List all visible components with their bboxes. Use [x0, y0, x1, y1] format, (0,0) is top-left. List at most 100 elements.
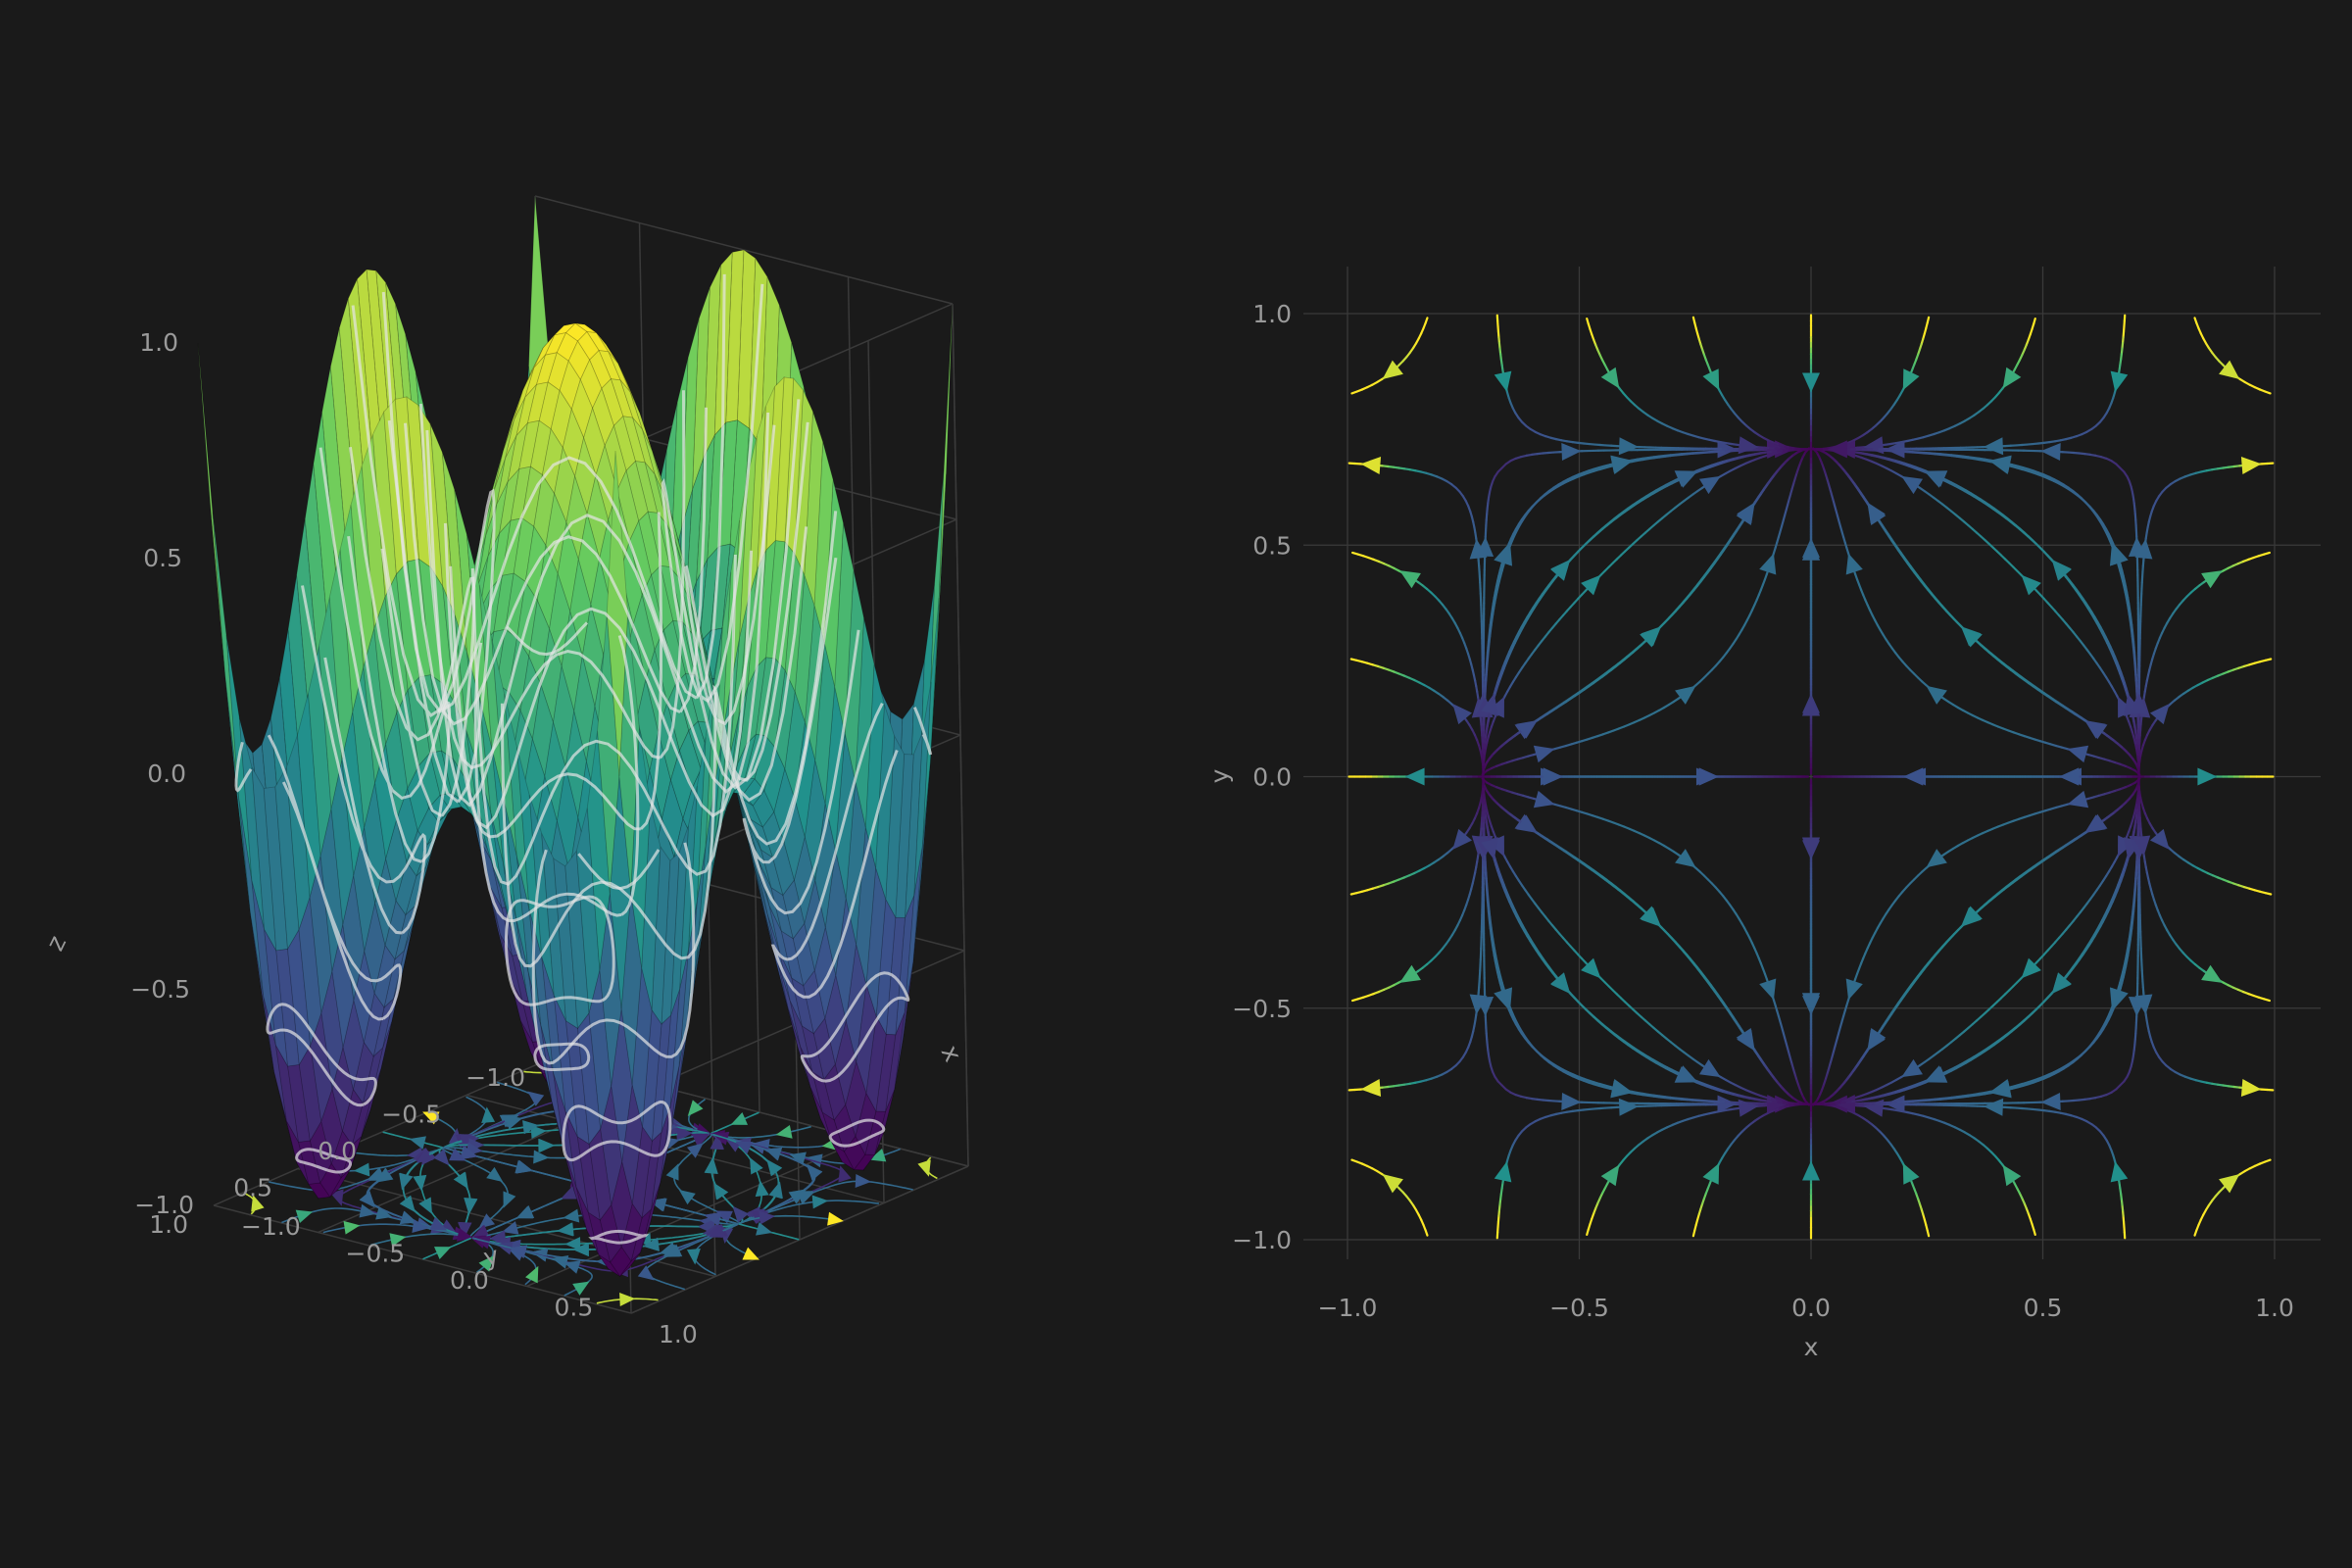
- floor-stream-arrow: [502, 1221, 519, 1235]
- stream-arrow: [1802, 540, 1820, 561]
- stream-arrow: [1759, 978, 1777, 1001]
- y-tick-label-3d: 0.5: [233, 1174, 272, 1202]
- stream-arrow: [1802, 993, 1820, 1013]
- floor-stream-arrow: [768, 1181, 782, 1200]
- stream-arrow: [1533, 745, 1555, 763]
- x-axis-label-3d: x: [936, 1041, 968, 1066]
- floor-stream-arrow: [454, 1172, 468, 1190]
- floor-stream-arrow: [343, 1220, 361, 1235]
- floor-stream-arrow: [515, 1159, 533, 1174]
- stream-arrow: [1516, 719, 1538, 739]
- floor-stream-arrow: [775, 1124, 793, 1139]
- axis3d-gridline: [952, 303, 969, 1167]
- stream-arrow: [1699, 475, 1721, 495]
- floor-stream-arrow: [730, 1111, 749, 1125]
- floor-stream-arrow: [399, 1173, 413, 1191]
- floor-stream-arrow: [433, 1149, 450, 1166]
- floor-streamline: [739, 1214, 842, 1224]
- floor-stream-arrow: [643, 1237, 660, 1251]
- floor-stream-arrow: [733, 1205, 749, 1223]
- floor-stream-arrow: [558, 1222, 574, 1237]
- floor-stream-arrow: [564, 1237, 581, 1251]
- floor-stream-arrow: [413, 1174, 427, 1192]
- floor-stream-arrow: [251, 1195, 265, 1212]
- x-tick-label-3d: −1.0: [241, 1212, 301, 1241]
- z-tick-label: 1.0: [139, 328, 178, 357]
- floor-stream-arrow: [464, 1198, 478, 1214]
- floor-stream-arrow: [676, 1127, 694, 1142]
- floor-stream-arrow: [827, 1211, 844, 1226]
- floor-stream-arrow: [478, 1213, 496, 1229]
- stream-arrow: [1404, 767, 1425, 786]
- floor-stream-arrow: [353, 1162, 370, 1177]
- floor-stream-arrow: [756, 1222, 773, 1236]
- floor-stream-arrow: [422, 1111, 440, 1125]
- floor-stream-arrow: [755, 1180, 769, 1198]
- floor-stream-arrow: [539, 1139, 556, 1153]
- y-tick-label-3d: 1.0: [149, 1210, 188, 1239]
- z-axis-label-3d: z: [40, 931, 72, 956]
- floor-stream-arrow: [713, 1183, 729, 1200]
- stream-arrow: [1675, 1065, 1697, 1082]
- floor-stream-arrow: [505, 1115, 522, 1130]
- floor-stream-arrow: [458, 1222, 472, 1239]
- stream-arrow: [1516, 814, 1538, 834]
- floor-stream-arrow: [735, 1141, 753, 1154]
- floor-stream-arrow: [749, 1157, 763, 1175]
- floor-stream-arrow: [563, 1208, 580, 1223]
- z-tick-label: −0.5: [130, 975, 190, 1004]
- floor-stream-arrow: [917, 1159, 931, 1177]
- floor-stream-arrow: [664, 1244, 683, 1257]
- floor-stream-arrow: [619, 1292, 636, 1306]
- floor-stream-arrow: [530, 1125, 547, 1139]
- floor-stream-arrow: [572, 1281, 590, 1296]
- floor-stream-arrow: [481, 1106, 496, 1123]
- stream-arrow: [1702, 368, 1720, 391]
- floor-stream-arrow: [710, 1133, 724, 1151]
- stream-arrow: [1610, 1078, 1633, 1097]
- streamline-segment: [1349, 892, 1358, 896]
- streamline-segment: [1350, 1158, 1358, 1163]
- streamline-segment: [1349, 658, 1358, 662]
- floor-stream-arrow: [449, 1148, 466, 1161]
- stream-arrow: [1737, 1029, 1755, 1052]
- streamplot-panel: −1.0 −0.5 0.0 0.5 1.0−1.0−0.50.00.51.0 x y: [1205, 267, 2321, 1361]
- floor-stream-arrow: [766, 1159, 783, 1177]
- stream-arrow: [1494, 370, 1512, 393]
- floor-stream-arrow: [533, 1150, 550, 1164]
- stream-arrow: [1399, 570, 1421, 589]
- axis3d-gridline: [213, 1204, 632, 1314]
- stream-arrow: [1610, 457, 1633, 475]
- floor-stream-arrow: [637, 1265, 655, 1281]
- floor-stream-arrow: [389, 1233, 407, 1248]
- floor-stream-arrow: [838, 1165, 852, 1183]
- y-tick-label-3d: −1.0: [466, 1063, 525, 1092]
- y-tick-label-3d: 0.0: [318, 1137, 357, 1165]
- floor-stream-arrow: [692, 1134, 710, 1148]
- x-tick-label-3d: 1.0: [659, 1320, 698, 1348]
- stream-arrow: [1600, 367, 1620, 389]
- floor-stream-arrow: [522, 1120, 540, 1135]
- floor-stream-arrow: [375, 1167, 393, 1183]
- stream-arrow: [1802, 837, 1820, 858]
- floor-stream-arrow: [418, 1197, 433, 1214]
- floor-stream-arrow: [686, 1143, 704, 1158]
- floor-stream-arrow: [461, 1146, 478, 1160]
- y-tick-label-3d: −0.5: [381, 1101, 441, 1129]
- surface-plot: [197, 195, 954, 1277]
- floor-stream-arrow: [764, 1147, 783, 1161]
- floor-stream-arrow: [330, 1189, 344, 1206]
- z-tick-label: 0.5: [143, 544, 182, 572]
- stream-arrow: [1360, 1079, 1382, 1097]
- stream-arrow: [1902, 1162, 1920, 1185]
- floor-stream-arrow: [412, 1219, 429, 1233]
- streamline-segment: [1350, 390, 1358, 395]
- floor-stream-arrow: [687, 1100, 704, 1117]
- floor-stream-arrow: [416, 1149, 433, 1163]
- floor-stream-arrow: [409, 1136, 426, 1150]
- floor-stream-arrow: [742, 1247, 760, 1260]
- stream-arrow: [1675, 471, 1697, 488]
- stream-arrow: [1494, 1160, 1512, 1183]
- floor-stream-arrow: [678, 1189, 696, 1205]
